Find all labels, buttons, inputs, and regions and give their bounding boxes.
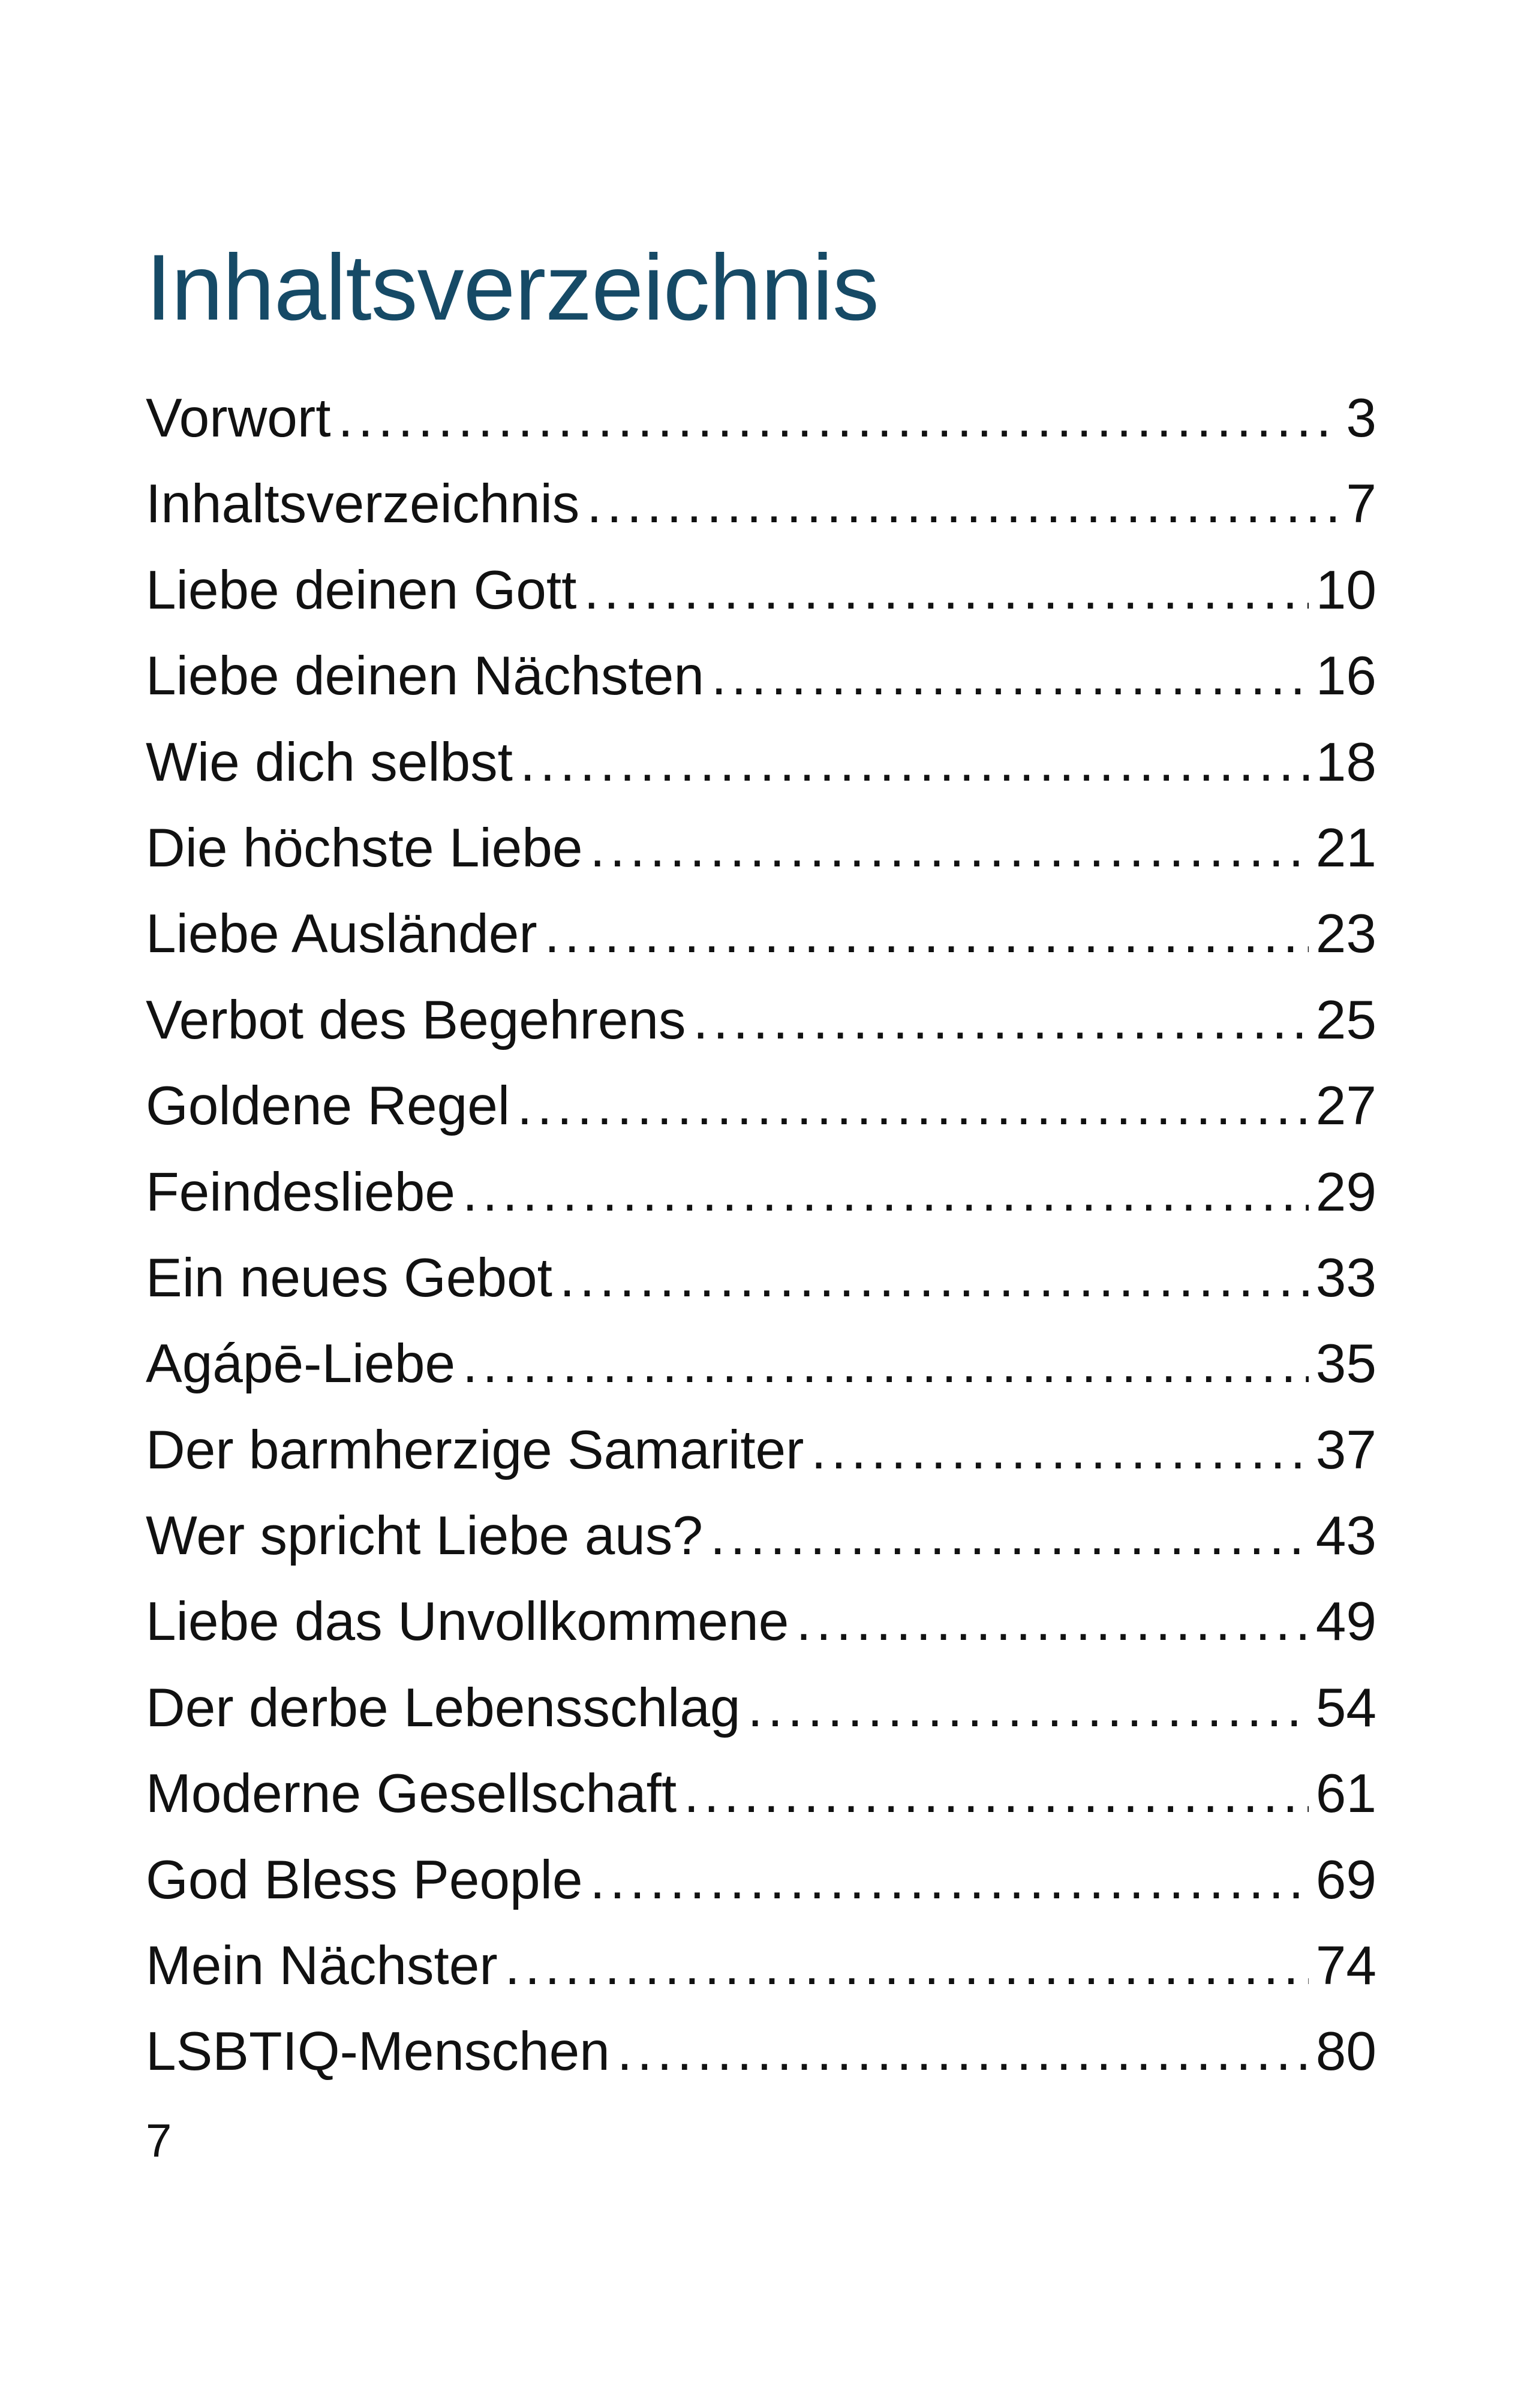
toc-entry-label: Der barmherzige Samariter [146,1419,804,1480]
toc-entry-liebe-auslaender[interactable]: Liebe Ausländer 23 [146,891,1376,977]
toc-entry-label: Moderne Gesellschaft [146,1763,677,1825]
toc-leader-dots [517,1063,1309,1149]
toc-entry-liebe-deinen-naechsten[interactable]: Liebe deinen Nächsten 16 [146,633,1376,719]
toc-leader-dots [462,1321,1309,1407]
page-number: 7 [146,2114,172,2167]
toc-leader-dots [693,977,1309,1063]
toc-entry-label: Liebe das Unvollkommene [146,1591,789,1653]
toc-leader-dots [505,1923,1309,2009]
toc-leader-dots [590,805,1309,891]
toc-entry-page: 23 [1315,904,1376,965]
toc-leader-dots [338,375,1339,461]
toc-entry-page: 21 [1315,817,1376,878]
toc-leader-dots [584,547,1308,633]
toc-leader-dots [811,1407,1308,1493]
toc-entry-page: 43 [1315,1506,1376,1567]
toc-entry-goldene-regel[interactable]: Goldene Regel 27 [146,1063,1376,1149]
toc-entry-liebe-das-unvollkommene[interactable]: Liebe das Unvollkommene 49 [146,1579,1376,1664]
toc-entry-label: Ein neues Gebot [146,1247,552,1308]
toc-entry-wer-spricht-liebe-aus[interactable]: Wer spricht Liebe aus? 43 [146,1493,1376,1579]
toc-entry-page: 35 [1315,1334,1376,1395]
toc-entry-inhaltsverzeichnis[interactable]: Inhaltsverzeichnis 7 [146,461,1376,547]
toc-leader-dots [748,1665,1309,1751]
toc-entry-page: 49 [1315,1591,1376,1653]
toc-entry-lsbtiq-menschen[interactable]: LSBTIQ-Menschen 80 [146,2009,1376,2094]
toc-entry-label: Der derbe Lebensschlag [146,1677,741,1738]
toc-leader-dots [462,1149,1309,1235]
toc-entry-page: 10 [1315,559,1376,621]
toc-entry-page: 74 [1315,1936,1376,1997]
toc-entry-die-hoechste-liebe[interactable]: Die höchste Liebe 21 [146,805,1376,891]
toc-entry-der-derbe-lebensschlag[interactable]: Der derbe Lebensschlag 54 [146,1665,1376,1751]
toc-leader-dots [796,1579,1308,1664]
toc-entry-label: Wer spricht Liebe aus? [146,1506,704,1567]
toc-leader-dots [587,461,1339,547]
toc-leader-dots [560,1235,1309,1321]
toc-entry-god-bless-people[interactable]: God Bless People 69 [146,1837,1376,1923]
toc-entry-page: 3 [1346,388,1376,449]
toc-entry-agape-liebe[interactable]: Agápē-Liebe 35 [146,1321,1376,1407]
toc-entry-verbot-des-begehrens[interactable]: Verbot des Begehrens 25 [146,977,1376,1063]
page-title: Inhaltsverzeichnis [146,236,879,340]
toc-entry-page: 27 [1315,1076,1376,1137]
toc-entry-label: Liebe deinen Gott [146,559,577,621]
toc-entry-page: 80 [1315,2021,1376,2082]
toc-entry-wie-dich-selbst[interactable]: Wie dich selbst 18 [146,720,1376,805]
toc-entry-label: Mein Nächster [146,1936,498,1997]
table-of-contents: Vorwort 3 Inhaltsverzeichnis 7 Liebe dei… [146,375,1376,2095]
toc-entry-page: 61 [1315,1763,1376,1825]
toc-entry-label: Liebe deinen Nächsten [146,646,704,707]
toc-leader-dots [520,720,1309,805]
toc-entry-liebe-deinen-gott[interactable]: Liebe deinen Gott 10 [146,547,1376,633]
toc-entry-page: 18 [1315,732,1376,793]
toc-entry-label: Liebe Ausländer [146,904,537,965]
toc-entry-label: Verbot des Begehrens [146,989,686,1051]
toc-leader-dots [545,891,1309,977]
toc-entry-moderne-gesellschaft[interactable]: Moderne Gesellschaft 61 [146,1751,1376,1837]
toc-entry-mein-naechster[interactable]: Mein Nächster 74 [146,1923,1376,2009]
toc-entry-feindesliebe[interactable]: Feindesliebe 29 [146,1149,1376,1235]
toc-entry-label: Feindesliebe [146,1161,456,1223]
toc-entry-label: Inhaltsverzeichnis [146,474,580,535]
toc-leader-dots [711,633,1309,719]
toc-leader-dots [590,1837,1308,1923]
toc-entry-label: Die höchste Liebe [146,817,583,878]
toc-entry-page: 69 [1315,1849,1376,1910]
toc-entry-label: God Bless People [146,1849,583,1910]
toc-leader-dots [684,1751,1309,1837]
toc-entry-vorwort[interactable]: Vorwort 3 [146,375,1376,461]
toc-leader-dots [710,1493,1309,1579]
toc-entry-label: Goldene Regel [146,1076,510,1137]
toc-entry-ein-neues-gebot[interactable]: Ein neues Gebot 33 [146,1235,1376,1321]
toc-entry-page: 25 [1315,989,1376,1051]
toc-entry-page: 37 [1315,1419,1376,1480]
toc-entry-label: Vorwort [146,388,331,449]
toc-entry-label: LSBTIQ-Menschen [146,2021,610,2082]
toc-entry-der-barmherzige-samariter[interactable]: Der barmherzige Samariter 37 [146,1407,1376,1493]
toc-entry-page: 16 [1315,646,1376,707]
toc-entry-label: Wie dich selbst [146,732,513,793]
toc-leader-dots [617,2009,1309,2094]
toc-entry-page: 7 [1346,474,1376,535]
toc-entry-page: 54 [1315,1677,1376,1738]
toc-entry-label: Agápē-Liebe [146,1334,456,1395]
toc-entry-page: 33 [1315,1247,1376,1308]
toc-entry-page: 29 [1315,1161,1376,1223]
